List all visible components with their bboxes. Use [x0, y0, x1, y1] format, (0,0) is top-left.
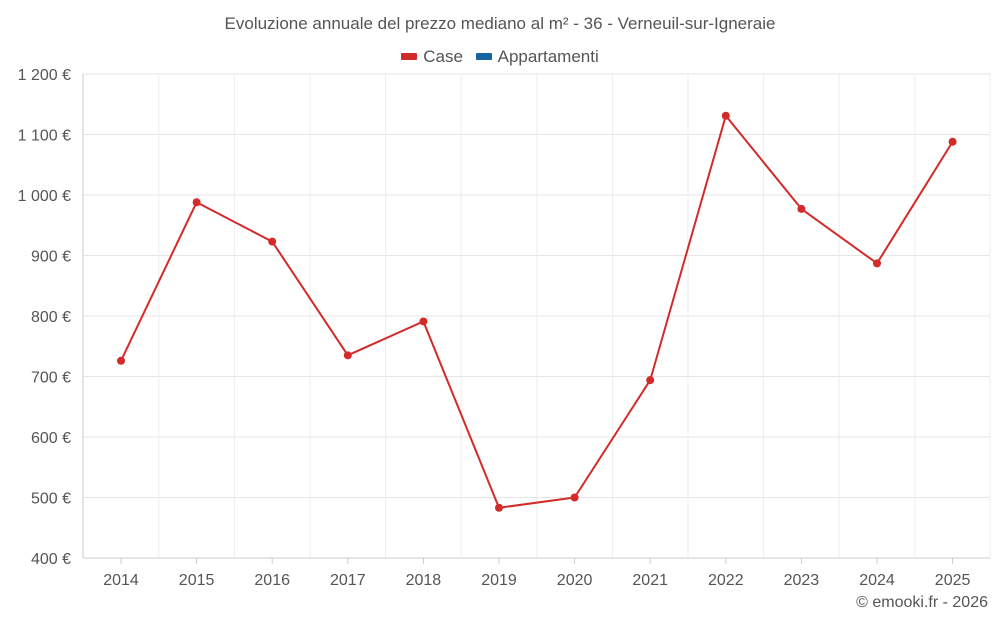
y-tick-label: 1 200 €: [18, 67, 71, 84]
legend-label-case: Case: [423, 46, 463, 66]
y-tick-label: 800 €: [31, 309, 71, 326]
data-point-case: [873, 259, 881, 268]
legend: Case Appartamenti: [0, 45, 1000, 67]
axes: 400 € 500 € 600 € 700 € 800 € 900 € 1 000 € 1 1…: [18, 67, 990, 589]
x-tick-label: 2023: [784, 572, 820, 589]
grid: [83, 73, 991, 558]
x-tick-label: 2019: [481, 572, 517, 589]
x-tick-label: 2015: [179, 572, 215, 589]
data-point-case: [570, 493, 579, 502]
series-case: [117, 111, 957, 512]
legend-item-case[interactable]: Case: [401, 47, 463, 67]
data-point-case: [117, 356, 125, 365]
data-point-case: [721, 111, 730, 120]
data-point-case: [646, 376, 655, 385]
x-tick-label: 2025: [935, 572, 971, 589]
y-tick-label: 900 €: [31, 249, 71, 266]
x-tick-label: 2018: [406, 572, 442, 589]
y-tick-label: 600 €: [31, 430, 71, 447]
data-point-case: [192, 198, 201, 207]
x-tick-label: 2021: [632, 572, 668, 589]
y-tick-label: 400 €: [31, 551, 71, 568]
y-tick-label: 500 €: [31, 491, 71, 508]
y-tick-label: 700 €: [31, 370, 71, 387]
x-tick-label: 2014: [103, 572, 139, 589]
y-tick-label: 1 000 €: [18, 188, 71, 205]
legend-swatch-case: [401, 53, 418, 60]
data-point-case: [343, 351, 352, 360]
data-point-case: [948, 137, 957, 146]
y-tick-label: 1 100 €: [18, 128, 71, 145]
legend-label-appartamenti: Appartamenti: [497, 46, 599, 66]
data-point-case: [268, 237, 277, 246]
legend-item-appartamenti[interactable]: Appartamenti: [475, 46, 599, 67]
series-line-case: [120, 114, 954, 509]
x-tick-label: 2016: [254, 572, 290, 589]
x-tick-label: 2020: [557, 572, 593, 589]
x-tick-label: 2017: [330, 572, 366, 589]
data-point-case: [419, 317, 428, 326]
chart-title: Evoluzione annuale del prezzo mediano al…: [224, 14, 776, 33]
x-tick-label: 2022: [708, 572, 744, 589]
data-point-case: [797, 204, 806, 213]
legend-swatch-appartamenti: [475, 53, 492, 60]
x-tick-label: 2024: [859, 572, 895, 589]
credit-text: © emooki.fr - 2026: [856, 594, 988, 611]
data-point-case: [495, 503, 503, 512]
